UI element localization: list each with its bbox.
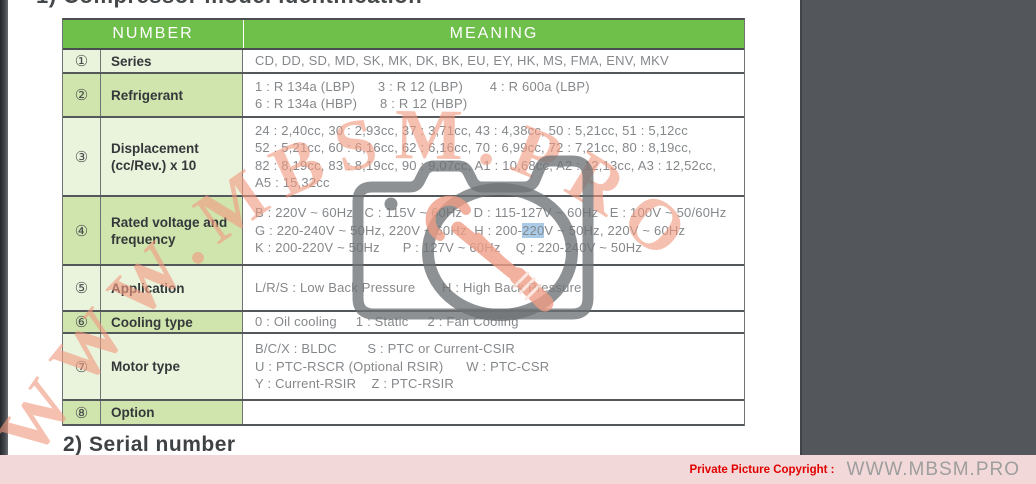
row-meaning: B : 220V ~ 60Hz C : 115V ~ 60Hz D : 115-… (243, 197, 744, 264)
row-meaning: 0 : Oil cooling 1 : Static 2 : Fan Cooli… (243, 312, 744, 332)
meaning-line: 52 : 5,21cc, 60 : 6,16cc, 62 : 6,16cc, 7… (255, 140, 692, 155)
meaning-line: 1 : R 134a (LBP) 3 : R 12 (LBP) 4 : R 60… (255, 78, 590, 94)
row-label: Motor type (101, 334, 243, 399)
meaning-segment: V ~ 50Hz, 220V ~ 60Hz (544, 222, 686, 238)
row-label: Cooling type (101, 312, 243, 332)
copyright-site-text: WWW.MBSM.PRO (846, 458, 1020, 480)
row-number-badge: ③ (63, 118, 101, 195)
copyright-bar: Private Picture Copyright : WWW.MBSM.PRO (0, 455, 1036, 484)
meaning-segment: G : 220-240V ~ 50Hz, 220V ~ 60Hz H : 200… (255, 222, 523, 238)
table-header-row: NUMBER MEANING (63, 20, 744, 50)
meaning-line: Y : Current-RSIR Z : PTC-RSIR (255, 376, 455, 392)
meaning-line: CD, DD, SD, MD, SK, MK, DK, BK, EU, EY, … (255, 53, 669, 69)
row-label: Displacement (cc/Rev.) x 10 (101, 118, 243, 195)
row-number-badge: ④ (63, 197, 101, 264)
table-row-series: ① Series CD, DD, SD, MD, SK, MK, DK, BK,… (63, 50, 744, 74)
meaning-line: A5 : 15,32cc (255, 175, 330, 190)
row-meaning: 1 : R 134a (LBP) 3 : R 12 (LBP) 4 : R 60… (243, 74, 744, 116)
viewer-background (800, 0, 1036, 455)
meaning-line: G : 220-240V ~ 50Hz, 220V ~ 60Hz H : 200… (255, 222, 738, 240)
row-label: Option (101, 401, 243, 424)
meaning-line: 82 : 8,19cc, 83 : 8,19cc, 90 : 9,07cc, A… (255, 157, 717, 173)
table-row-option: ⑧ Option (63, 401, 744, 426)
meaning-line: K : 200-220V ~ 50Hz P : 127V ~ 60Hz Q : … (255, 240, 643, 256)
row-label: Application (101, 266, 243, 310)
column-header-number: NUMBER (63, 20, 244, 48)
row-meaning: 24 : 2,40cc, 30 : 2,93cc, 37 : 3,71cc, 4… (243, 118, 744, 195)
table-row-motor-type: ⑦ Motor type B/C/X : BLDC S : PTC or Cur… (63, 334, 744, 401)
model-identification-table: NUMBER MEANING ① Series CD, DD, SD, MD, … (62, 18, 745, 426)
document-page: 1) Compressor model identification NUMBE… (8, 0, 800, 455)
row-meaning: L/R/S : Low Back Pressure H : High Back … (243, 266, 744, 310)
meaning-line: U : PTC-RSCR (Optional RSIR) W : PTC-CSR (255, 358, 550, 374)
row-meaning: CD, DD, SD, MD, SK, MK, DK, BK, EU, EY, … (243, 50, 744, 72)
selected-text-highlight: 220 (522, 222, 545, 238)
table-row-application: ⑤ Application L/R/S : Low Back Pressure … (63, 266, 744, 312)
row-meaning: B/C/X : BLDC S : PTC or Current-CSIR U :… (243, 334, 744, 399)
row-label: Series (101, 50, 243, 72)
meaning-line: 0 : Oil cooling 1 : Static 2 : Fan Cooli… (255, 314, 519, 330)
row-number-badge: ⑤ (63, 266, 101, 310)
meaning-line: B/C/X : BLDC S : PTC or Current-CSIR (255, 341, 515, 357)
meaning-line: 24 : 2,40cc, 30 : 2,93cc, 37 : 3,71cc, 4… (255, 122, 688, 138)
row-label: Rated voltage and frequency (101, 197, 243, 264)
table-row-cooling-type: ⑥ Cooling type 0 : Oil cooling 1 : Stati… (63, 312, 744, 334)
section-title-serial-number: 2) Serial number (63, 433, 236, 455)
section-title-compressor-model: 1) Compressor model identification (36, 0, 422, 9)
row-number-badge: ⑦ (63, 334, 101, 399)
row-number-badge: ① (63, 50, 101, 72)
meaning-line: L/R/S : Low Back Pressure H : High Back … (255, 280, 582, 296)
row-number-badge: ⑥ (63, 312, 101, 332)
meaning-line: 6 : R 134a (HBP) 8 : R 12 (HBP) (255, 96, 468, 111)
meaning-line: B : 220V ~ 60Hz C : 115V ~ 60Hz D : 115-… (255, 205, 727, 221)
table-row-rated-voltage: ④ Rated voltage and frequency B : 220V ~… (63, 197, 744, 266)
row-number-badge: ⑧ (63, 401, 101, 424)
row-meaning (243, 401, 744, 424)
table-row-refrigerant: ② Refrigerant 1 : R 134a (LBP) 3 : R 12 … (63, 74, 744, 118)
viewer-left-edge (0, 0, 8, 455)
row-number-badge: ② (63, 74, 101, 116)
column-header-meaning: MEANING (449, 25, 539, 42)
row-label: Refrigerant (101, 74, 243, 116)
copyright-label: Private Picture Copyright : (689, 463, 835, 476)
table-row-displacement: ③ Displacement (cc/Rev.) x 10 24 : 2,40c… (63, 118, 744, 197)
